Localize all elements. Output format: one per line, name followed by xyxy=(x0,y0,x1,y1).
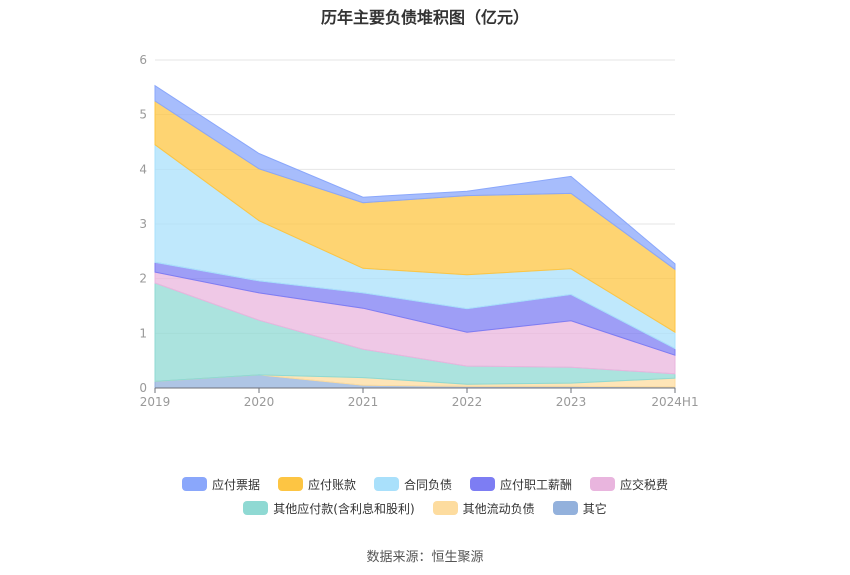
area-series-7[interactable] xyxy=(154,84,676,271)
legend-swatch xyxy=(432,501,458,515)
y-tick-label: 5 xyxy=(139,108,147,122)
legend-item-employee-payable[interactable]: 应付职工薪酬 xyxy=(470,476,572,493)
legend-item-notes-payable[interactable]: 应付票据 xyxy=(181,476,260,493)
x-tick-label: 2024H1 xyxy=(651,395,698,409)
legend-label: 应付账款 xyxy=(307,477,356,492)
axis-layer: 0 1 2 3 4 5 6 2019 2020 2021 2022 2023 2024H1 xyxy=(139,53,698,409)
legend-swatch xyxy=(243,501,269,515)
legend-item-accounts-payable[interactable]: 应付账款 xyxy=(277,476,356,493)
y-tick-label: 6 xyxy=(139,53,147,67)
legend-label: 合同负债 xyxy=(403,477,452,492)
x-tick-label: 2021 xyxy=(348,395,379,409)
legend-row: 应付票据 应付账款 合同负债 应付职工薪酬 应交税费 xyxy=(0,472,850,496)
y-tick-label: 2 xyxy=(139,272,147,286)
x-tick-label: 2023 xyxy=(556,395,587,409)
area-layer xyxy=(154,84,676,389)
legend-item-other-current-liabilities[interactable]: 其他流动负债 xyxy=(432,500,535,517)
legend-label: 其他流动负债 xyxy=(462,501,535,516)
y-tick-label: 3 xyxy=(139,217,147,231)
chart-title: 历年主要负债堆积图（亿元） xyxy=(320,8,529,27)
legend-label: 应付职工薪酬 xyxy=(500,477,573,492)
y-tick-label: 0 xyxy=(139,381,147,395)
legend: 应付票据 应付账款 合同负债 应付职工薪酬 应交税费 其他应付款(含利 xyxy=(0,472,850,520)
legend-row: 其他应付款(含利息和股利) 其他流动负债 其它 xyxy=(0,496,850,520)
legend-label: 其它 xyxy=(582,501,607,516)
legend-item-contract-liabilities[interactable]: 合同负债 xyxy=(373,476,452,493)
y-tick-label: 1 xyxy=(139,326,147,340)
legend-swatch xyxy=(181,477,207,491)
legend-label: 应交税费 xyxy=(620,477,669,492)
legend-swatch xyxy=(470,477,495,491)
legend-item-taxes-payable[interactable]: 应交税费 xyxy=(590,476,668,493)
x-tick-label: 2019 xyxy=(140,395,171,409)
legend-label: 应付票据 xyxy=(211,477,260,492)
legend-item-other-payables[interactable]: 其他应付款(含利息和股利) xyxy=(243,500,415,517)
y-tick-label: 4 xyxy=(139,162,147,176)
legend-label: 其他应付款(含利息和股利) xyxy=(273,501,415,516)
x-tick-label: 2022 xyxy=(452,395,483,409)
legend-swatch xyxy=(552,501,578,515)
source-note: 数据来源：恒生聚源 xyxy=(366,550,484,565)
legend-item-other[interactable]: 其它 xyxy=(552,500,607,517)
legend-swatch xyxy=(373,477,399,491)
legend-swatch xyxy=(277,477,303,491)
legend-swatch xyxy=(590,477,616,491)
x-tick-label: 2020 xyxy=(244,395,275,409)
